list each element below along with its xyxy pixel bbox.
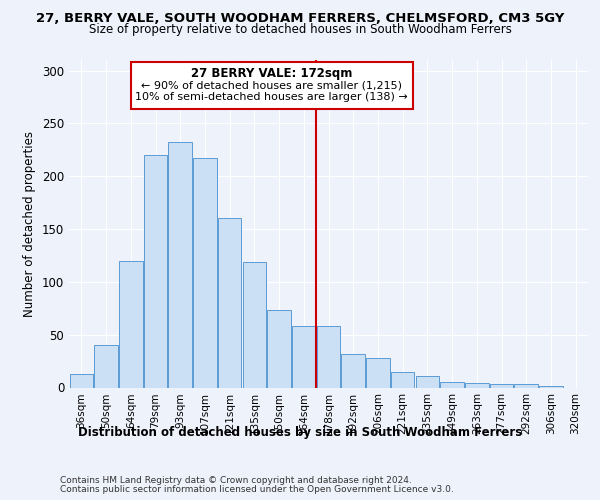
Text: 10% of semi-detached houses are larger (138) →: 10% of semi-detached houses are larger (… <box>135 92 408 102</box>
Bar <box>391 372 415 388</box>
Bar <box>490 384 513 388</box>
Y-axis label: Number of detached properties: Number of detached properties <box>23 130 37 317</box>
Bar <box>317 326 340 388</box>
Bar <box>193 158 217 388</box>
Bar <box>169 142 192 388</box>
Bar <box>292 326 316 388</box>
Text: Contains HM Land Registry data © Crown copyright and database right 2024.: Contains HM Land Registry data © Crown c… <box>60 476 412 485</box>
Text: 27 BERRY VALE: 172sqm: 27 BERRY VALE: 172sqm <box>191 68 352 80</box>
Bar <box>514 384 538 388</box>
Bar <box>268 310 291 388</box>
Text: Contains public sector information licensed under the Open Government Licence v3: Contains public sector information licen… <box>60 485 454 494</box>
Bar <box>144 155 167 388</box>
Bar <box>94 345 118 388</box>
Bar <box>440 382 464 388</box>
Bar <box>218 218 241 388</box>
Text: 27, BERRY VALE, SOUTH WOODHAM FERRERS, CHELMSFORD, CM3 5GY: 27, BERRY VALE, SOUTH WOODHAM FERRERS, C… <box>36 12 564 26</box>
Text: ← 90% of detached houses are smaller (1,215): ← 90% of detached houses are smaller (1,… <box>141 80 402 90</box>
Bar <box>366 358 389 388</box>
Bar <box>119 260 143 388</box>
Bar <box>242 262 266 388</box>
Text: Distribution of detached houses by size in South Woodham Ferrers: Distribution of detached houses by size … <box>78 426 522 439</box>
Bar <box>465 384 488 388</box>
FancyBboxPatch shape <box>131 62 413 108</box>
Bar <box>70 374 93 388</box>
Bar <box>341 354 365 388</box>
Bar <box>539 386 563 388</box>
Text: Size of property relative to detached houses in South Woodham Ferrers: Size of property relative to detached ho… <box>89 24 511 36</box>
Bar <box>416 376 439 388</box>
